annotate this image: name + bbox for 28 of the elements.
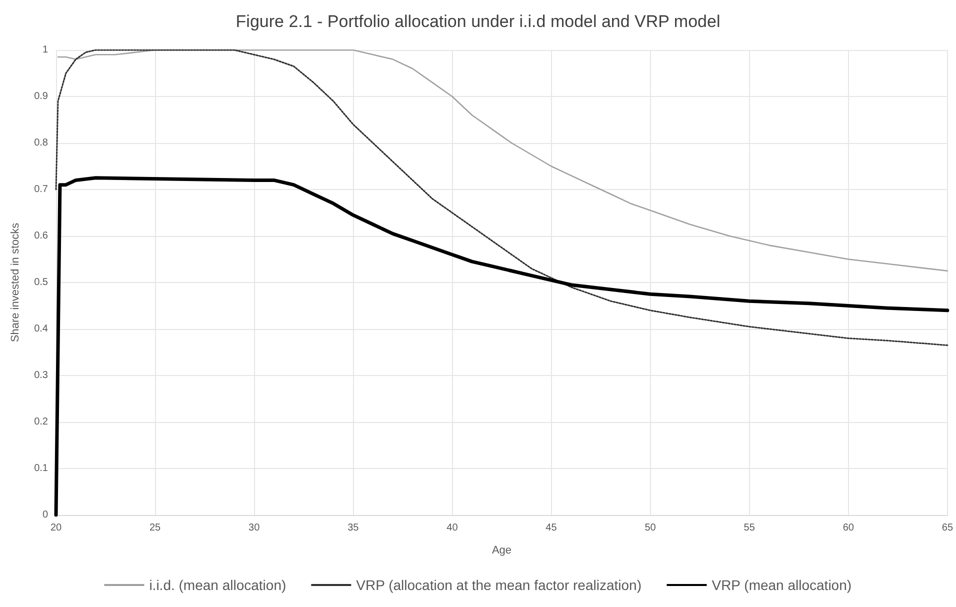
y-axis-title: Share invested in stocks <box>10 222 22 342</box>
x-tick-label: 20 <box>50 522 62 534</box>
x-tick-label: 60 <box>842 522 854 534</box>
y-tick-label: 0.3 <box>34 370 48 381</box>
legend-label: VRP (allocation at the mean factor realization) <box>356 577 642 593</box>
y-tick-label: 1 <box>42 44 48 56</box>
legend-label: i.i.d. (mean allocation) <box>149 577 286 593</box>
x-tick-label: 65 <box>942 522 954 534</box>
x-tick-label: 40 <box>446 522 458 534</box>
x-tick-label: 25 <box>149 522 162 534</box>
y-tick-label: 0.6 <box>34 230 48 242</box>
x-tick-label: 30 <box>248 522 260 534</box>
y-tick-label: 0.5 <box>34 277 48 288</box>
y-tick-label: 0.4 <box>34 324 48 334</box>
y-tick-label: 0.8 <box>34 138 48 148</box>
x-tick-label: 35 <box>348 522 360 534</box>
y-tick-label: 0 <box>42 510 48 520</box>
y-tick-label: 0.2 <box>34 416 48 428</box>
x-tick-label: 55 <box>744 522 756 534</box>
y-tick-label: 0.9 <box>34 91 48 102</box>
y-tick-label: 0.1 <box>34 463 48 474</box>
x-axis-title: Age <box>492 544 512 556</box>
x-tick-label: 50 <box>644 522 656 534</box>
y-tick-label: 0.7 <box>34 184 48 195</box>
line-series <box>54 176 950 517</box>
x-tick-label: 45 <box>546 522 558 534</box>
legend-label: VRP (mean allocation) <box>712 577 852 593</box>
chart-title: Figure 2.1 - Portfolio allocation under i.i.d model and VRP model <box>236 12 720 31</box>
